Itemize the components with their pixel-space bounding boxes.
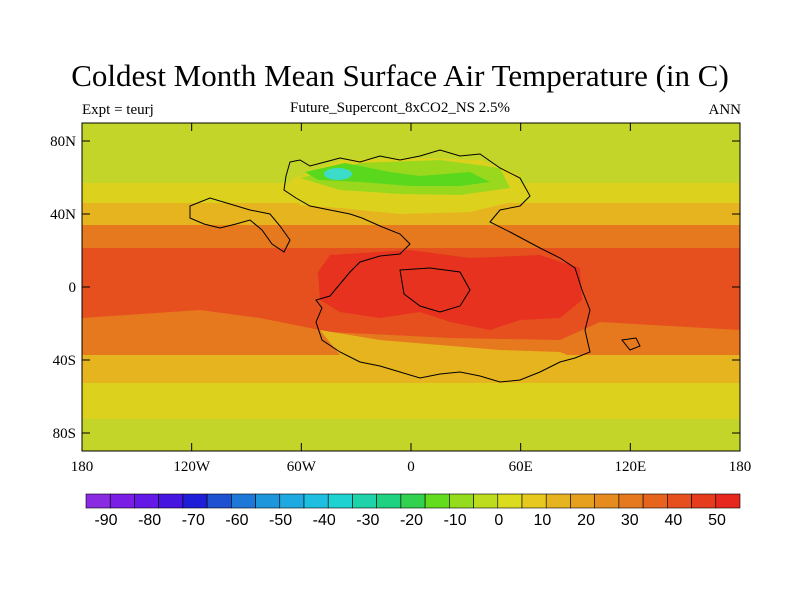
- scenario-label: Future_Supercont_8xCO2_NS 2.5%: [290, 100, 510, 116]
- lon-tick-label: 120E: [614, 459, 646, 475]
- lon-tick-label: 180: [729, 459, 752, 475]
- colorbar-swatch: [376, 493, 402, 509]
- inner-sea-outline: [399, 267, 471, 313]
- colorbar-label: 20: [577, 512, 595, 529]
- colorbar-swatch: [158, 493, 184, 509]
- lat-tick-label: 80S: [53, 426, 76, 442]
- lon-tick-label: 180: [71, 459, 94, 475]
- colorbar-label: 30: [621, 512, 639, 529]
- colorbar: -90 -80 -70 -60 -50 -40 -30 -20 -10 0 10 20 30 40 50: [85, 493, 741, 529]
- colorbar-swatch: [303, 493, 329, 509]
- colorbar-label: -70: [182, 512, 205, 529]
- latitude-axis: 80N 40N 0 40S 80S: [50, 134, 740, 442]
- colorbar-swatch: [715, 493, 741, 509]
- lat-tick-label: 40S: [53, 353, 76, 369]
- lat-tick-label: 80N: [50, 134, 76, 150]
- colorbar-label: -20: [400, 512, 423, 529]
- lat-tick-label: 40N: [50, 207, 76, 223]
- colorbar-swatch: [424, 493, 450, 509]
- season-label: ANN: [708, 102, 742, 118]
- colorbar-label: -40: [313, 512, 336, 529]
- colorbar-swatch: [691, 493, 717, 509]
- colorbar-swatch: [618, 493, 644, 509]
- experiment-label: Expt = teurj: [82, 102, 154, 118]
- western-peninsula: [189, 197, 291, 253]
- band-mid-south: [82, 383, 740, 419]
- colorbar-swatch: [327, 493, 353, 509]
- colorbar-swatch: [206, 493, 232, 509]
- eastern-island: [621, 337, 641, 351]
- colorbar-swatch: [182, 493, 208, 509]
- colorbar-label: 50: [708, 512, 726, 529]
- northern-interior-cold: [305, 163, 490, 186]
- temperature-field: [82, 123, 740, 451]
- colorbar-swatch: [667, 493, 692, 509]
- lon-tick-label: 60W: [287, 459, 317, 475]
- colorbar-swatch: [255, 493, 281, 509]
- longitude-axis: 180 120W 60W 0 60E 120E 180: [71, 123, 752, 475]
- supercontinent-outline: [283, 149, 591, 383]
- colorbar-label: -10: [444, 512, 467, 529]
- colorbar-label: 40: [664, 512, 682, 529]
- colorbar-swatch: [231, 493, 256, 509]
- map-title: Coldest Month Mean Surface Air Temperatu…: [71, 58, 729, 93]
- lat-tick-label: 0: [69, 280, 77, 296]
- colorbar-label: -50: [269, 512, 292, 529]
- colorbar-swatch: [85, 493, 111, 509]
- colorbar-swatch: [642, 493, 668, 509]
- colorbar-swatch: [449, 493, 474, 509]
- colorbar-swatch: [473, 493, 499, 509]
- colorbar-swatch: [352, 493, 377, 509]
- colorbar-swatch: [521, 493, 547, 509]
- colorbar-label: -90: [94, 512, 117, 529]
- colorbar-label: 10: [534, 512, 552, 529]
- continent-outline: [189, 149, 641, 383]
- colorbar-label: 0: [494, 512, 503, 529]
- colorbar-label: -80: [138, 512, 161, 529]
- colorbar-label: -30: [356, 512, 379, 529]
- colorbar-swatch: [400, 493, 426, 509]
- coldest-spot: [324, 168, 352, 180]
- lon-tick-label: 120W: [173, 459, 211, 475]
- hottest-land-region: [318, 250, 582, 330]
- colorbar-swatch: [545, 493, 571, 509]
- colorbar-swatch: [109, 493, 135, 509]
- colorbar-label: -60: [225, 512, 248, 529]
- lon-tick-label: 0: [407, 459, 415, 475]
- colorbar-swatch: [134, 493, 159, 509]
- colorbar-swatch: [279, 493, 305, 509]
- colorbar-swatch: [570, 493, 595, 509]
- lon-tick-label: 60E: [509, 459, 533, 475]
- colorbar-swatch: [594, 493, 620, 509]
- colorbar-swatch: [497, 493, 523, 509]
